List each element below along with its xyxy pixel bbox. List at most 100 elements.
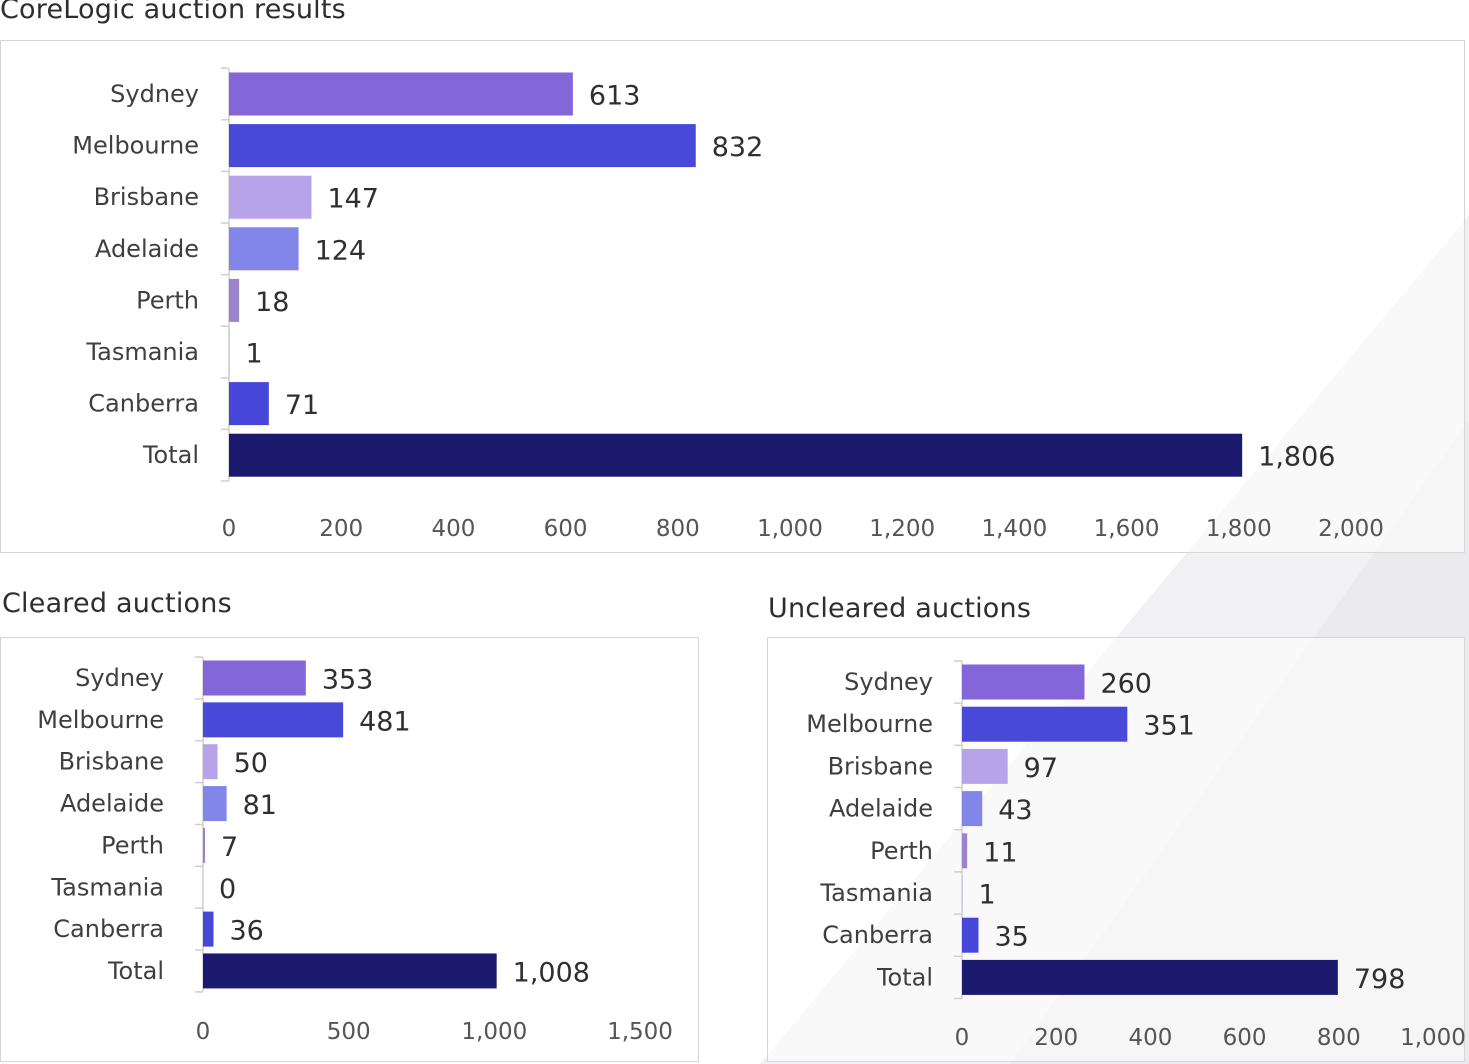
category-label-total: Total [876, 963, 933, 991]
x-tick-label: 800 [656, 516, 700, 542]
x-tick-label: 2,000 [1318, 516, 1384, 542]
bar-total [203, 953, 497, 989]
value-label-total: 1,008 [513, 957, 590, 988]
category-label-total: Total [142, 441, 199, 469]
bar-adelaide [229, 227, 299, 271]
x-tick-label: 1,400 [981, 516, 1047, 542]
bar-perth [229, 278, 240, 322]
x-tick-label: 400 [431, 516, 475, 542]
value-label-adelaide: 43 [998, 795, 1032, 826]
value-label-total: 1,806 [1258, 442, 1335, 473]
category-label-brisbane: Brisbane [828, 752, 933, 780]
category-label-melbourne: Melbourne [806, 710, 933, 738]
x-tick-label: 600 [544, 516, 588, 542]
bar-brisbane [229, 175, 312, 219]
category-label-sydney: Sydney [75, 664, 164, 692]
bar-canberra [229, 382, 269, 426]
bar-canberra [203, 911, 214, 947]
x-tick-label: 1,000 [461, 1019, 527, 1045]
chart-panel-cleared: Sydney 353 Melbourne 481 Brisbane 50 Adelaide 8… [0, 637, 699, 1062]
chart-title-uncleared: Uncleared auctions [768, 593, 1032, 624]
bar-melbourne [229, 124, 696, 168]
category-label-brisbane: Brisbane [59, 748, 164, 776]
category-label-melbourne: Melbourne [72, 132, 199, 160]
x-tick-label: 400 [1128, 1025, 1172, 1051]
x-tick-label: 200 [1034, 1025, 1078, 1051]
category-label-adelaide: Adelaide [60, 790, 164, 818]
bar-tasmania [229, 330, 230, 374]
bar-brisbane [962, 748, 1008, 784]
value-label-canberra: 71 [285, 390, 319, 421]
bar-canberra [962, 917, 979, 953]
category-label-adelaide: Adelaide [95, 235, 199, 263]
category-label-tasmania: Tasmania [819, 879, 933, 907]
value-label-brisbane: 97 [1024, 753, 1058, 784]
bar-melbourne [962, 706, 1128, 742]
x-tick-label: 0 [955, 1025, 970, 1051]
chart-title-main: CoreLogic auction results [0, 0, 346, 25]
category-label-total: Total [107, 957, 164, 985]
category-label-canberra: Canberra [53, 915, 164, 943]
value-label-brisbane: 147 [327, 184, 379, 215]
bar-melbourne [203, 702, 344, 738]
value-label-canberra: 36 [229, 916, 263, 947]
value-label-melbourne: 351 [1143, 711, 1195, 742]
x-tick-label: 1,000 [757, 516, 823, 542]
value-label-canberra: 35 [994, 922, 1028, 953]
x-tick-label: 200 [319, 516, 363, 542]
x-tick-label: 1,500 [607, 1019, 673, 1045]
value-label-perth: 7 [221, 832, 238, 863]
x-tick-label: 0 [196, 1019, 211, 1045]
value-label-melbourne: 481 [359, 706, 411, 737]
category-label-tasmania: Tasmania [50, 873, 164, 901]
value-label-sydney: 613 [589, 81, 641, 112]
value-label-perth: 11 [983, 837, 1017, 868]
value-label-sydney: 353 [322, 665, 374, 696]
value-label-total: 798 [1354, 964, 1406, 995]
bar-brisbane [203, 744, 218, 780]
category-label-tasmania: Tasmania [85, 338, 199, 366]
x-tick-label: 1,000 [1400, 1025, 1466, 1051]
value-label-tasmania: 1 [978, 880, 995, 911]
value-label-tasmania: 1 [246, 339, 263, 370]
bar-perth [203, 827, 206, 863]
x-tick-label: 1,200 [869, 516, 935, 542]
category-label-perth: Perth [101, 831, 164, 859]
category-label-perth: Perth [136, 286, 199, 314]
value-label-adelaide: 81 [243, 790, 277, 821]
bar-adelaide [962, 791, 983, 827]
x-tick-label: 500 [327, 1019, 371, 1045]
bar-adelaide [203, 786, 227, 822]
x-tick-label: 1,800 [1206, 516, 1272, 542]
bar-sydney [203, 660, 306, 696]
value-label-sydney: 260 [1100, 669, 1152, 700]
value-label-perth: 18 [255, 287, 289, 318]
category-label-brisbane: Brisbane [94, 183, 199, 211]
value-label-tasmania: 0 [219, 874, 236, 905]
x-tick-label: 1,600 [1094, 516, 1160, 542]
category-label-adelaide: Adelaide [829, 795, 933, 823]
chart-panel-uncleared: Sydney 260 Melbourne 351 Brisbane 97 Adelaide 4… [767, 637, 1466, 1062]
bar-sydney [229, 72, 573, 116]
category-label-sydney: Sydney [844, 668, 933, 696]
chart-panel-main: Sydney 613 Melbourne 832 Brisbane 147 Adelaide… [0, 40, 1465, 553]
bar-total [962, 959, 1338, 995]
category-label-sydney: Sydney [110, 80, 199, 108]
value-label-melbourne: 832 [712, 132, 764, 163]
value-label-brisbane: 50 [234, 748, 268, 779]
bar-sydney [962, 664, 1085, 700]
chart-title-cleared: Cleared auctions [2, 588, 232, 619]
bar-perth [962, 833, 968, 869]
x-tick-label: 0 [222, 516, 237, 542]
category-label-canberra: Canberra [88, 390, 199, 418]
category-label-canberra: Canberra [822, 921, 933, 949]
category-label-perth: Perth [870, 837, 933, 865]
chart-main: Sydney 613 Melbourne 832 Brisbane 147 Adelaide… [72, 67, 1384, 542]
bar-total [229, 433, 1243, 477]
category-label-melbourne: Melbourne [37, 706, 164, 734]
value-label-adelaide: 124 [315, 235, 367, 266]
x-tick-label: 600 [1223, 1025, 1267, 1051]
x-tick-label: 800 [1317, 1025, 1361, 1051]
chart-cleared: Sydney 353 Melbourne 481 Brisbane 50 Adelaide 8… [37, 656, 673, 1045]
